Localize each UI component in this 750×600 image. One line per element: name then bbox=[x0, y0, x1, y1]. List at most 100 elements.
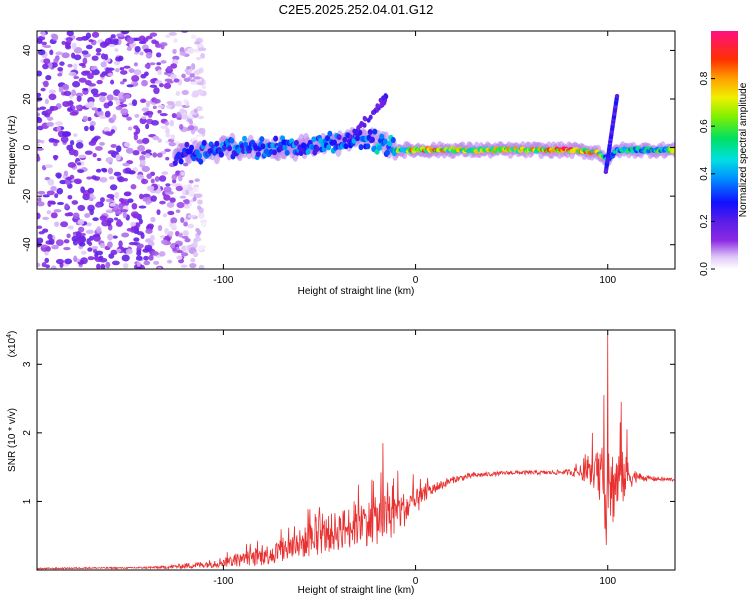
noise-cell bbox=[73, 75, 80, 80]
noise-cell bbox=[122, 262, 129, 269]
track-cell bbox=[301, 143, 307, 150]
noise-cell bbox=[96, 79, 103, 85]
snr-panel: -100 0 100 1 2 3 Height of straight line (km… bbox=[6, 329, 676, 596]
noise-cell bbox=[88, 86, 93, 92]
noise-cell bbox=[123, 191, 131, 197]
noise-cell bbox=[37, 147, 44, 151]
noise-cell bbox=[100, 61, 107, 68]
noise-cell bbox=[73, 63, 78, 70]
noise-cell bbox=[96, 110, 104, 117]
noise-cell bbox=[54, 121, 64, 126]
track-cell bbox=[259, 136, 265, 143]
noise-cell bbox=[37, 117, 43, 124]
noise-cell bbox=[150, 178, 155, 184]
noise-cell bbox=[169, 119, 175, 127]
noise-cell bbox=[194, 186, 199, 193]
noise-cell bbox=[195, 105, 203, 112]
noise-cell bbox=[117, 92, 126, 99]
noise-cell bbox=[64, 203, 70, 210]
noise-cell bbox=[95, 168, 102, 173]
noise-cell bbox=[169, 197, 176, 203]
noise-cell bbox=[85, 229, 94, 234]
noise-cell bbox=[87, 204, 95, 212]
noise-cell bbox=[113, 60, 121, 66]
noise-cell bbox=[51, 244, 59, 250]
track-cell bbox=[255, 151, 261, 158]
noise-cell bbox=[180, 264, 188, 268]
noise-cell bbox=[77, 219, 85, 226]
noise-cell bbox=[130, 221, 137, 227]
noise-cell bbox=[183, 77, 191, 82]
noise-cell bbox=[41, 41, 47, 46]
noise-cell bbox=[146, 185, 155, 191]
noise-cell bbox=[160, 60, 167, 64]
noise-cell bbox=[99, 115, 107, 120]
noise-cell bbox=[196, 81, 204, 86]
noise-cell bbox=[110, 129, 116, 134]
noise-cell bbox=[164, 227, 170, 235]
noise-cell bbox=[158, 251, 166, 257]
noise-cell bbox=[168, 142, 176, 147]
noise-cell bbox=[37, 70, 43, 77]
noise-cell bbox=[145, 100, 151, 108]
noise-cell bbox=[51, 106, 59, 111]
x-tick-label: 100 bbox=[599, 275, 616, 286]
colorbar-label: Normalized spectral amplitude bbox=[738, 82, 749, 217]
noise-cell bbox=[165, 104, 172, 109]
noise-cell bbox=[180, 171, 186, 176]
noise-cell bbox=[143, 48, 152, 52]
noise-cell bbox=[76, 162, 82, 166]
noise-cell bbox=[107, 100, 114, 107]
noise-cell bbox=[163, 82, 172, 89]
noise-cell bbox=[115, 105, 123, 111]
noise-cell bbox=[80, 257, 88, 265]
noise-cell bbox=[122, 162, 130, 167]
noise-cell bbox=[145, 228, 153, 234]
noise-cell bbox=[89, 125, 95, 132]
noise-cell bbox=[157, 104, 165, 109]
track-cell bbox=[382, 138, 388, 145]
noise-cell bbox=[63, 239, 70, 244]
noise-cell bbox=[151, 120, 159, 126]
noise-cell bbox=[105, 198, 114, 203]
noise-cell bbox=[99, 141, 105, 146]
noise-cell bbox=[99, 92, 108, 97]
noise-cell bbox=[37, 139, 42, 144]
noise-cell bbox=[187, 192, 196, 197]
noise-cell bbox=[90, 66, 97, 71]
track-cell bbox=[343, 143, 349, 150]
noise-cell bbox=[196, 56, 202, 61]
noise-cell bbox=[115, 68, 120, 73]
noise-cell bbox=[144, 153, 151, 159]
noise-cell bbox=[88, 241, 93, 247]
noise-cell bbox=[119, 67, 125, 71]
track-cell bbox=[189, 144, 195, 151]
colorbar-gradient bbox=[711, 31, 738, 269]
noise-cell bbox=[181, 245, 186, 252]
noise-cell bbox=[118, 197, 125, 203]
spike-cell bbox=[614, 93, 620, 99]
noise-cell bbox=[60, 135, 69, 143]
noise-cell bbox=[196, 205, 202, 211]
noise-cell bbox=[44, 98, 49, 105]
noise-cell bbox=[42, 80, 49, 88]
noise-cell bbox=[40, 31, 46, 38]
noise-cell bbox=[147, 114, 153, 118]
noise-cell bbox=[80, 186, 86, 194]
snr-multiplier-base: (x10 bbox=[7, 337, 18, 357]
noise-cell bbox=[75, 141, 84, 149]
noise-cell bbox=[48, 238, 55, 245]
noise-cell bbox=[37, 112, 41, 117]
noise-cell bbox=[69, 139, 75, 146]
track-cell bbox=[198, 158, 204, 165]
noise-cell bbox=[110, 79, 115, 85]
noise-cell bbox=[88, 140, 97, 146]
noise-cell bbox=[83, 70, 91, 74]
noise-cell bbox=[65, 177, 73, 181]
track-cell bbox=[201, 140, 207, 147]
noise-cell bbox=[195, 133, 202, 138]
noise-cell bbox=[99, 257, 108, 263]
noise-cell bbox=[82, 87, 89, 91]
noise-cell bbox=[55, 51, 64, 56]
noise-cell bbox=[63, 170, 69, 176]
